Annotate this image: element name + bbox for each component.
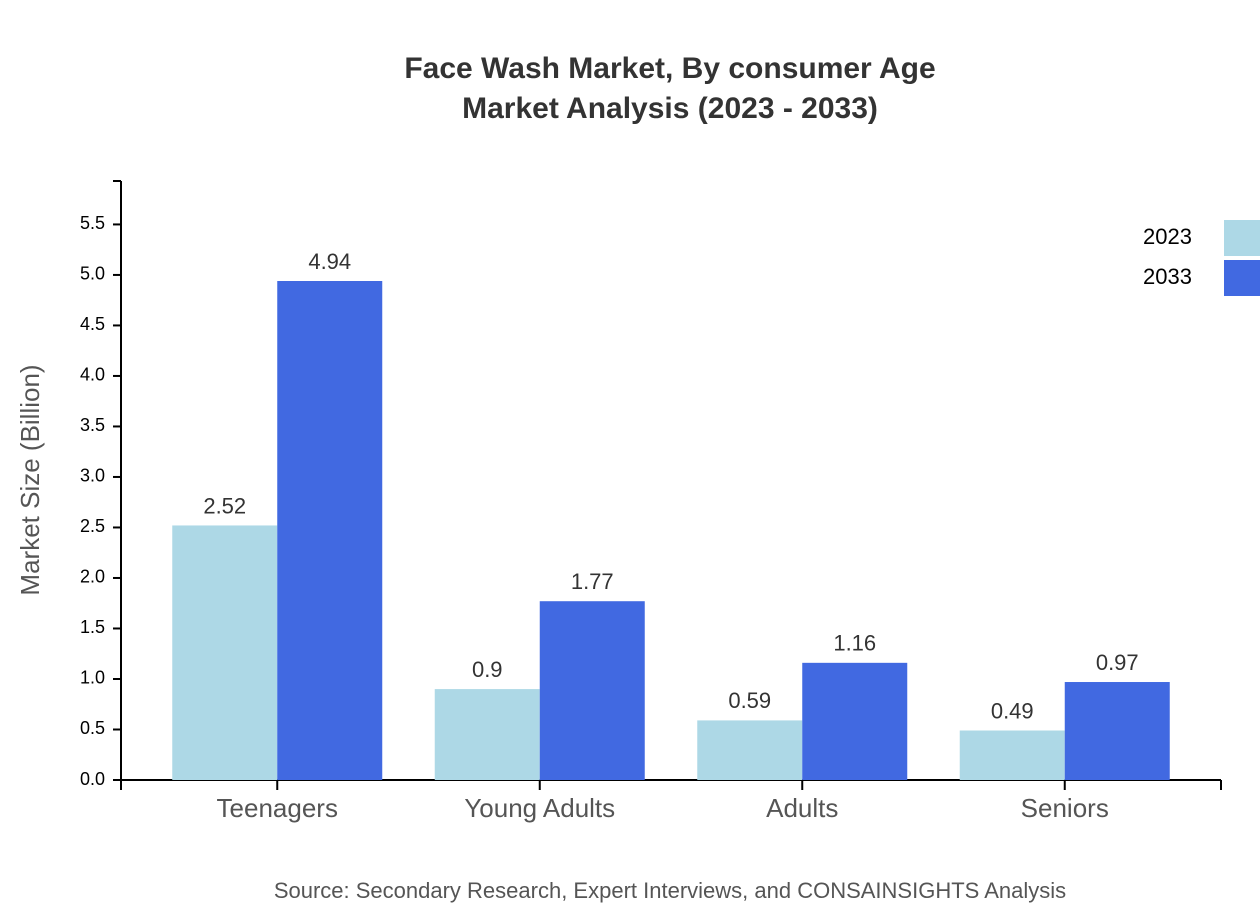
- bar: [434, 689, 540, 780]
- value-label: 0.97: [1096, 650, 1139, 675]
- x-tick-label: Adults: [766, 793, 838, 823]
- value-label: 0.49: [991, 698, 1034, 723]
- source-note: Source: Secondary Research, Expert Inter…: [274, 878, 1066, 903]
- x-tick-label: Young Adults: [464, 793, 615, 823]
- y-tick-label: 5.5: [80, 213, 105, 233]
- y-tick-label: 0.0: [80, 769, 105, 789]
- legend-label: 2023: [1143, 224, 1192, 249]
- y-tick-label: 3.0: [80, 466, 105, 486]
- y-tick-label: 4.5: [80, 314, 105, 334]
- y-tick-label: 2.5: [80, 516, 105, 536]
- y-tick-label: 5.0: [80, 264, 105, 284]
- bar: [802, 662, 908, 780]
- chart-title: Face Wash Market, By consumer Age: [404, 52, 935, 85]
- bar: [697, 720, 803, 780]
- legend-swatch: [1224, 260, 1260, 296]
- bar: [959, 730, 1065, 780]
- legend-label: 2033: [1143, 264, 1192, 289]
- y-tick-label: 4.0: [80, 365, 105, 385]
- y-tick-label: 1.0: [80, 668, 105, 688]
- bar: [172, 525, 278, 780]
- y-tick-label: 2.0: [80, 567, 105, 587]
- y-tick-label: 0.5: [80, 718, 105, 738]
- legend-swatch: [1224, 220, 1260, 256]
- value-label: 0.9: [472, 657, 503, 682]
- value-label: 0.59: [728, 688, 771, 713]
- y-axis-label: Market Size (Billion): [15, 364, 45, 595]
- value-label: 2.52: [203, 493, 246, 518]
- bar: [277, 281, 383, 780]
- value-label: 4.94: [308, 249, 351, 274]
- x-tick-label: Teenagers: [217, 793, 338, 823]
- x-tick-label: Seniors: [1021, 793, 1109, 823]
- bar: [539, 601, 645, 780]
- bar: [1064, 682, 1170, 780]
- y-tick-label: 3.5: [80, 415, 105, 435]
- y-tick-label: 1.5: [80, 617, 105, 637]
- chart-subtitle: Market Analysis (2023 - 2033): [462, 92, 878, 125]
- value-label: 1.16: [833, 631, 876, 656]
- value-label: 1.77: [571, 569, 614, 594]
